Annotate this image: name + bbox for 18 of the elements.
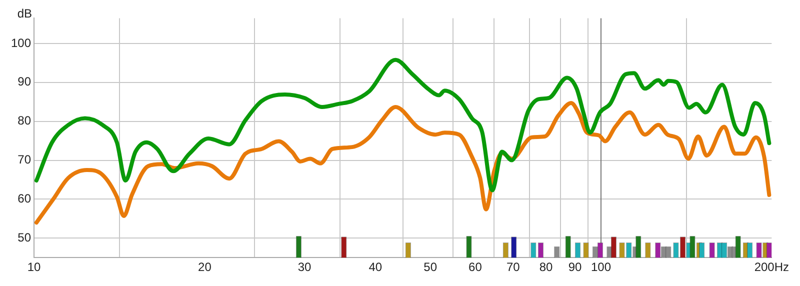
x-tick-label: 90 [568,260,582,274]
y-tick-label: 60 [18,192,32,206]
x-tick-label: 70 [506,260,520,274]
x-tick-label: 40 [368,260,382,274]
x-tick-label: 50 [424,260,438,274]
y-axis-title: dB [17,6,32,20]
y-tick-label: 90 [18,74,32,89]
x-tick-label: 200Hz [754,260,789,274]
x-tick-label: 30 [298,260,312,274]
y-tick-label: 80 [18,114,32,128]
x-tick-label: 20 [198,260,212,274]
x-tick-label: 60 [468,260,482,274]
y-tick-label: 70 [18,152,32,167]
x-tick-label: 80 [539,260,554,274]
y-tick-label: 100 [10,36,32,50]
y-tick-label: 50 [18,230,32,244]
x-tick-label: 10 [27,260,42,274]
x-tick-label: 100 [590,260,612,274]
